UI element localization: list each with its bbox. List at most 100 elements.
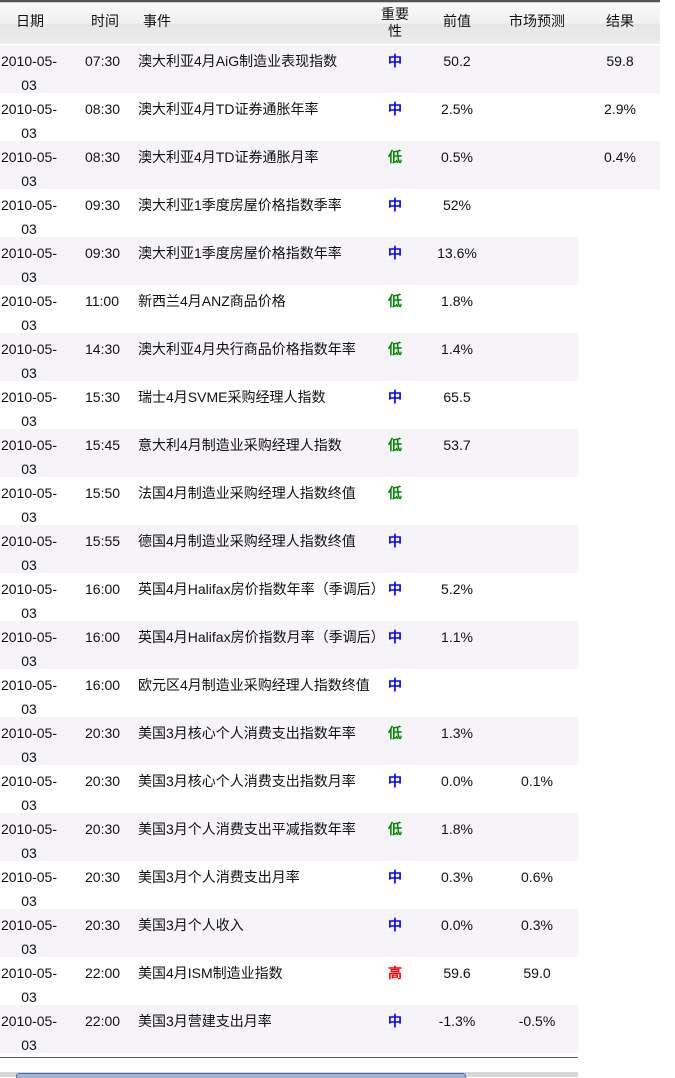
importance-cell: 中 bbox=[388, 629, 402, 645]
event-cell: 澳大利亚1季度房屋价格指数季率 bbox=[138, 197, 342, 213]
importance-cell: 低 bbox=[388, 485, 402, 501]
previous-cell: 65.5 bbox=[443, 389, 471, 405]
table-row: 2010-05- 03 20:30 美国3月个人消费支出月率 中 0.3% 0.6% bbox=[0, 861, 578, 909]
date-cell: 2010-05- 03 bbox=[0, 913, 58, 961]
date-line2: 03 bbox=[21, 509, 37, 525]
date-line1: 2010-05- bbox=[0, 725, 58, 741]
time-cell: 14:30 bbox=[85, 341, 121, 357]
date-line2: 03 bbox=[21, 893, 37, 909]
date-line2: 03 bbox=[21, 941, 37, 957]
date-line2: 03 bbox=[21, 557, 37, 573]
date-line2: 03 bbox=[21, 1037, 37, 1053]
date-line2: 03 bbox=[21, 797, 37, 813]
table-row: 2010-05- 03 08:30 澳大利亚4月TD证券通胀月率 低 0.5% 0.4% bbox=[0, 141, 660, 189]
previous-cell: 1.8% bbox=[441, 821, 473, 837]
date-cell: 2010-05- 03 bbox=[0, 481, 58, 529]
date-line1: 2010-05- bbox=[0, 965, 58, 981]
header-event: 事件 bbox=[143, 13, 171, 29]
date-cell: 2010-05- 03 bbox=[0, 961, 58, 1009]
date-cell: 2010-05- 03 bbox=[0, 97, 58, 145]
previous-cell: 1.3% bbox=[441, 725, 473, 741]
previous-cell: 50.2 bbox=[443, 53, 471, 69]
date-line1: 2010-05- bbox=[0, 437, 58, 453]
date-line2: 03 bbox=[21, 605, 37, 621]
table-row: 2010-05- 03 16:00 欧元区4月制造业采购经理人指数终值 中 bbox=[0, 669, 578, 717]
date-cell: 2010-05- 03 bbox=[0, 241, 58, 289]
time-cell: 09:30 bbox=[85, 245, 121, 261]
event-cell: 法国4月制造业采购经理人指数终值 bbox=[138, 485, 356, 501]
date-cell: 2010-05- 03 bbox=[0, 721, 58, 769]
date-line2: 03 bbox=[21, 701, 37, 717]
time-cell: 20:30 bbox=[85, 725, 121, 741]
result-cell: 2.9% bbox=[604, 101, 636, 117]
date-cell: 2010-05- 03 bbox=[0, 433, 58, 481]
forecast-cell: 0.6% bbox=[521, 869, 553, 885]
table-row: 2010-05- 03 07:30 澳大利亚4月AiG制造业表现指数 中 50.2 59.8 bbox=[0, 45, 660, 93]
time-cell: 15:45 bbox=[85, 437, 121, 453]
table-header: 日期 时间 事件 重要性 前值 市场预测 结果 bbox=[0, 2, 660, 44]
importance-cell: 中 bbox=[388, 245, 402, 261]
previous-cell: 59.6 bbox=[443, 965, 471, 981]
event-cell: 美国3月营建支出月率 bbox=[138, 1013, 272, 1029]
event-cell: 美国3月个人收入 bbox=[138, 917, 244, 933]
date-line2: 03 bbox=[21, 221, 37, 237]
forecast-cell: 0.3% bbox=[521, 917, 553, 933]
time-cell: 20:30 bbox=[85, 869, 121, 885]
previous-cell: 52% bbox=[442, 197, 472, 213]
event-cell: 德国4月制造业采购经理人指数终值 bbox=[138, 533, 356, 549]
table-row: 2010-05- 03 15:45 意大利4月制造业采购经理人指数 低 53.7 bbox=[0, 429, 578, 477]
date-line1: 2010-05- bbox=[0, 1013, 58, 1029]
importance-cell: 低 bbox=[388, 725, 402, 741]
event-cell: 澳大利亚4月AiG制造业表现指数 bbox=[138, 53, 338, 69]
time-cell: 20:30 bbox=[85, 917, 121, 933]
previous-cell: 13.6% bbox=[437, 245, 477, 261]
date-line1: 2010-05- bbox=[0, 581, 58, 597]
table-row: 2010-05- 03 22:00 美国3月营建支出月率 中 -1.3% -0.5% bbox=[0, 1005, 578, 1053]
importance-cell: 中 bbox=[388, 197, 402, 213]
event-cell: 美国3月个人消费支出平减指数年率 bbox=[138, 821, 356, 837]
forecast-cell: 59.0 bbox=[523, 965, 551, 981]
importance-cell: 高 bbox=[388, 965, 402, 981]
event-cell: 美国3月核心个人消费支出指数月率 bbox=[138, 773, 356, 789]
date-line1: 2010-05- bbox=[0, 53, 58, 69]
table-row: 2010-05- 03 20:30 美国3月核心个人消费支出指数月率 中 0.0% 0.1% bbox=[0, 765, 578, 813]
date-cell: 2010-05- 03 bbox=[0, 49, 58, 97]
table-row: 2010-05- 03 20:30 美国3月个人收入 中 0.0% 0.3% bbox=[0, 909, 578, 957]
horizontal-scrollbar[interactable] bbox=[0, 1072, 578, 1078]
date-cell: 2010-05- 03 bbox=[0, 769, 58, 817]
result-cell: 59.8 bbox=[606, 53, 634, 69]
table-row: 2010-05- 03 22:00 美国4月ISM制造业指数 高 59.6 59.0 bbox=[0, 957, 578, 1005]
top-border bbox=[0, 0, 660, 2]
date-line2: 03 bbox=[21, 653, 37, 669]
header-time: 时间 bbox=[91, 13, 119, 29]
events-table: 2010-05- 03 07:30 澳大利亚4月AiG制造业表现指数中 50.2 59.8… bbox=[0, 45, 660, 1053]
date-line2: 03 bbox=[21, 461, 37, 477]
table-row: 2010-05- 03 08:30 澳大利亚4月TD证券通胀年率 中 2.5% 2.9% bbox=[0, 93, 660, 141]
table-row: 2010-05- 03 20:30 美国3月个人消费支出平减指数年率 低 1.8% bbox=[0, 813, 578, 861]
table-row: 2010-05- 03 20:30 美国3月核心个人消费支出指数年率 低 1.3% bbox=[0, 717, 578, 765]
scrollbar-thumb[interactable] bbox=[16, 1073, 466, 1078]
time-cell: 22:00 bbox=[85, 965, 121, 981]
date-line1: 2010-05- bbox=[0, 101, 58, 117]
event-cell: 意大利4月制造业采购经理人指数 bbox=[138, 437, 342, 453]
date-cell: 2010-05- 03 bbox=[0, 145, 58, 193]
date-line1: 2010-05- bbox=[0, 869, 58, 885]
event-cell: 澳大利亚1季度房屋价格指数年率 bbox=[138, 245, 342, 261]
time-cell: 15:55 bbox=[85, 533, 121, 549]
date-line1: 2010-05- bbox=[0, 197, 58, 213]
date-cell: 2010-05- 03 bbox=[0, 289, 58, 337]
table-row: 2010-05- 03 15:55 德国4月制造业采购经理人指数终值 中 bbox=[0, 525, 578, 573]
previous-cell: 1.4% bbox=[441, 341, 473, 357]
table-row: 2010-05- 03 16:00 英国4月Halifax房价指数月率（季调后）中 1.… bbox=[0, 621, 578, 669]
date-cell: 2010-05- 03 bbox=[0, 625, 58, 673]
previous-cell: 1.1% bbox=[441, 629, 473, 645]
time-cell: 16:00 bbox=[85, 677, 121, 693]
date-line2: 03 bbox=[21, 317, 37, 333]
importance-cell: 中 bbox=[388, 581, 402, 597]
event-cell: 瑞士4月SVME采购经理人指数 bbox=[138, 389, 326, 405]
date-line2: 03 bbox=[21, 749, 37, 765]
date-line1: 2010-05- bbox=[0, 773, 58, 789]
date-line1: 2010-05- bbox=[0, 533, 58, 549]
table-row: 2010-05- 03 11:00 新西兰4月ANZ商品价格 低 1.8% bbox=[0, 285, 578, 333]
importance-cell: 低 bbox=[388, 437, 402, 453]
